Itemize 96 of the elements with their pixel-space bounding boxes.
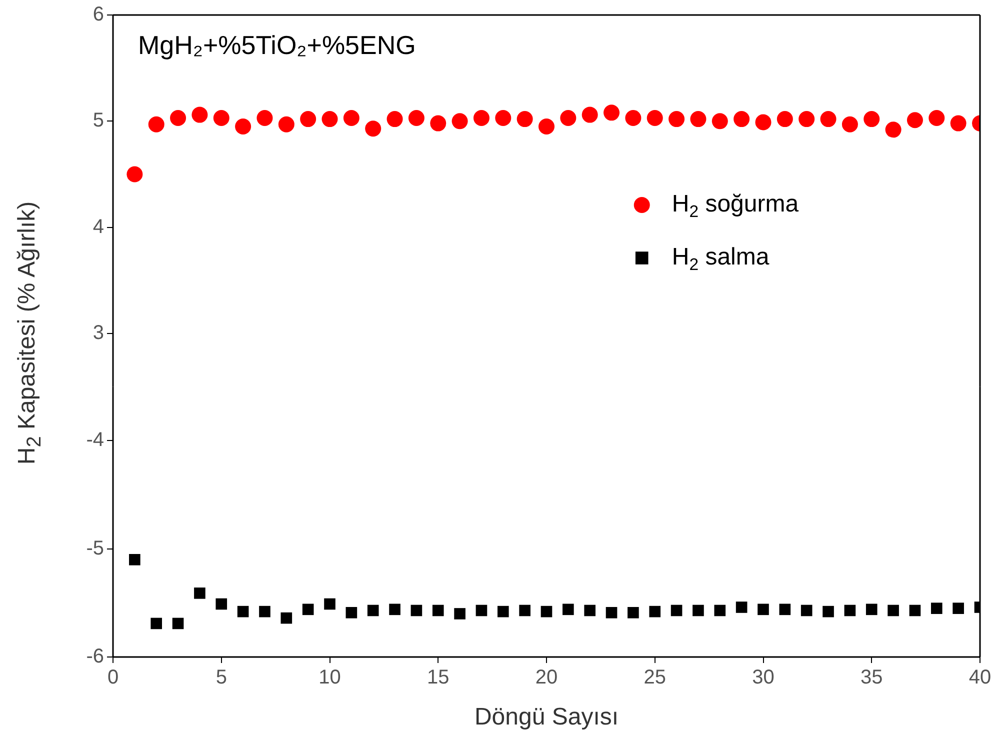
point	[192, 106, 208, 123]
point	[649, 606, 661, 618]
x-tick-label: 5	[216, 666, 227, 689]
point	[779, 604, 791, 616]
point	[692, 604, 704, 616]
point	[519, 604, 530, 616]
point	[213, 110, 230, 126]
point	[216, 598, 228, 610]
point	[582, 106, 598, 123]
point	[560, 110, 576, 126]
point	[822, 606, 834, 618]
point	[367, 604, 379, 616]
y-tick-label: -5	[86, 537, 104, 560]
point	[842, 116, 858, 132]
point	[432, 604, 444, 616]
point	[343, 110, 360, 126]
point	[452, 113, 468, 130]
point	[150, 618, 162, 630]
point	[540, 606, 552, 618]
point	[410, 604, 422, 616]
point	[194, 588, 206, 599]
point	[280, 612, 292, 624]
point	[776, 111, 793, 128]
point	[712, 113, 728, 130]
point	[604, 104, 620, 121]
point	[302, 604, 314, 616]
text: MgH₂+%5TiO₂+%5ENG	[138, 30, 416, 60]
x-tick-label: 25	[644, 666, 666, 689]
point	[476, 604, 488, 616]
point	[495, 110, 512, 126]
x-tick-label: 15	[427, 666, 450, 689]
x-tick-label: 10	[318, 666, 341, 689]
point	[736, 602, 748, 613]
point	[126, 166, 143, 182]
point	[129, 554, 140, 566]
point	[888, 604, 899, 616]
y-tick-label: 5	[92, 110, 104, 132]
point	[668, 111, 685, 128]
point	[758, 604, 769, 616]
point	[670, 604, 682, 616]
point	[324, 598, 336, 610]
point	[885, 122, 902, 138]
point	[454, 608, 466, 620]
point	[497, 606, 509, 618]
x-tick-label: 40	[968, 666, 992, 689]
point	[646, 110, 663, 126]
point	[408, 110, 424, 126]
x-tick-label: 35	[860, 666, 883, 689]
point	[952, 602, 964, 614]
point	[628, 606, 639, 618]
point	[844, 604, 856, 616]
point	[714, 604, 726, 616]
point	[300, 111, 316, 128]
point	[278, 116, 294, 132]
x-axis-title: Döngü Sayısı	[474, 704, 619, 731]
point	[386, 111, 403, 128]
point	[909, 604, 921, 616]
point	[389, 604, 400, 616]
point	[800, 604, 812, 616]
point	[584, 604, 596, 616]
point	[172, 618, 184, 630]
x-tick-label: 30	[752, 666, 774, 689]
point	[866, 604, 878, 616]
point	[473, 110, 490, 126]
point	[430, 115, 446, 132]
point	[516, 111, 533, 128]
point	[928, 110, 945, 126]
point	[256, 110, 273, 126]
point	[906, 112, 923, 128]
point	[235, 118, 252, 134]
y-tick-label: -4	[86, 429, 104, 452]
point	[365, 120, 382, 137]
point	[562, 604, 574, 616]
point	[606, 606, 618, 618]
point	[625, 110, 642, 126]
point	[798, 111, 815, 128]
point	[820, 111, 836, 128]
y-tick-label: 4	[92, 216, 104, 238]
point	[734, 111, 750, 128]
point	[346, 606, 358, 618]
y-tick-label: 6	[92, 4, 104, 26]
point	[322, 111, 338, 128]
point	[148, 116, 164, 132]
y-tick-label: -6	[86, 646, 104, 668]
x-tick-label: 20	[535, 666, 558, 689]
point	[755, 114, 772, 130]
point	[930, 602, 942, 614]
point	[170, 110, 186, 126]
point	[538, 118, 554, 134]
point	[259, 606, 270, 618]
point	[237, 606, 249, 618]
point	[950, 115, 966, 132]
y-tick-label: 3	[92, 322, 104, 344]
x-tick-label: 0	[107, 666, 119, 689]
point	[864, 111, 880, 128]
point	[690, 111, 706, 128]
